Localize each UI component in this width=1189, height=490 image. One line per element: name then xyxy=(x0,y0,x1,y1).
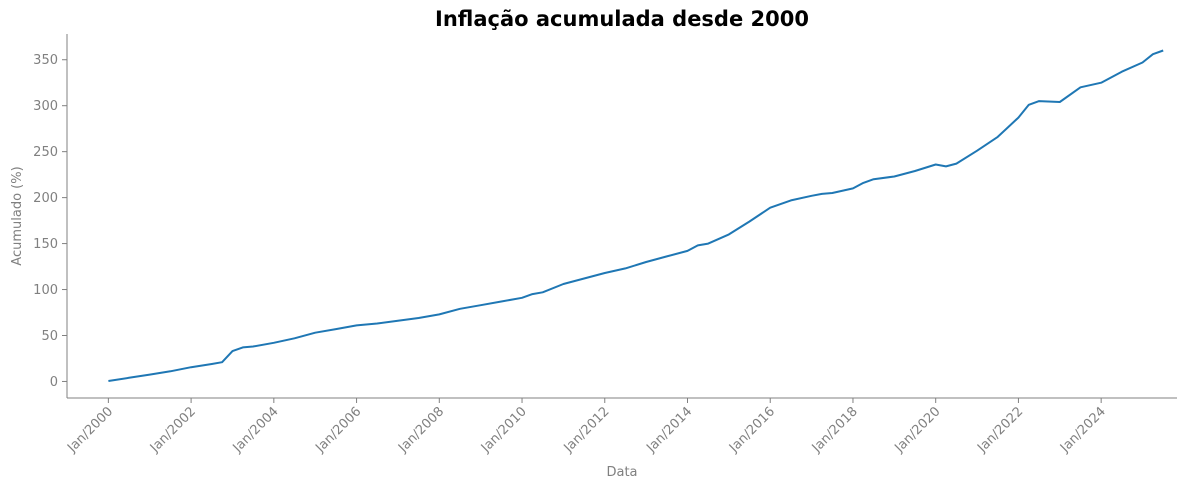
y-tick-label: 250 xyxy=(33,145,58,160)
x-tick-label: Jan/2020 xyxy=(892,404,944,456)
x-tick-label: Jan/2010 xyxy=(478,404,530,456)
y-tick-label: 100 xyxy=(33,283,58,298)
x-tick-label: Jan/2008 xyxy=(395,404,447,456)
y-tick-label: 150 xyxy=(33,237,58,252)
chart-title: Inflação acumulada desde 2000 xyxy=(435,7,809,31)
x-tick-label: Jan/2018 xyxy=(809,404,861,456)
y-axis-ticks: 0 50 100 150 200 250 300 350 xyxy=(33,53,67,390)
x-tick-label: Jan/2022 xyxy=(974,404,1026,456)
x-tick-label: Jan/2000 xyxy=(64,404,116,456)
y-axis-label: Acumulado (%) xyxy=(10,166,25,265)
x-axis-label: Data xyxy=(606,465,637,480)
x-tick-label: Jan/2012 xyxy=(561,404,613,456)
y-tick-label: 350 xyxy=(33,53,58,68)
inflation-series-line xyxy=(108,49,1164,382)
x-tick-label: Jan/2014 xyxy=(643,404,695,456)
x-tick-label: Jan/2004 xyxy=(230,404,282,456)
x-tick-label: Jan/2006 xyxy=(312,404,364,456)
x-tick-label: Jan/2002 xyxy=(147,404,199,456)
x-axis-ticks: Jan/2000 Jan/2002 Jan/2004 Jan/2006 Jan/2008… xyxy=(64,398,1109,456)
y-tick-label: 200 xyxy=(33,191,58,206)
x-tick-label: Jan/2024 xyxy=(1057,404,1109,456)
y-tick-label: 300 xyxy=(33,99,58,114)
y-tick-label: 50 xyxy=(41,329,58,344)
y-tick-label: 0 xyxy=(50,375,58,390)
x-tick-label: Jan/2016 xyxy=(726,404,778,456)
